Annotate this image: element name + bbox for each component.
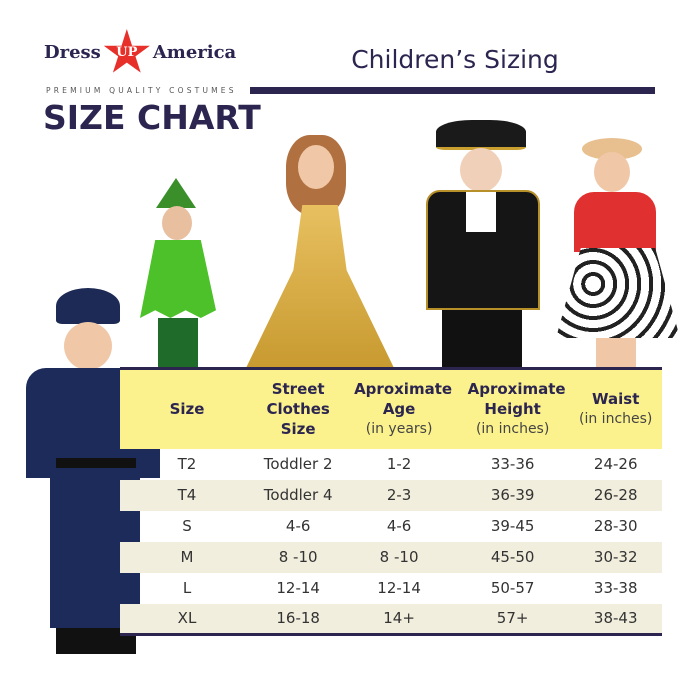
table-cell: Toddler 2	[263, 455, 333, 473]
costume-photo-princess	[236, 125, 404, 368]
table-cell: 57+	[455, 603, 570, 635]
table-cell: 50-57	[490, 579, 535, 597]
table-cell: 12-14	[377, 579, 421, 597]
size-chart-heading: SIZE CHART	[43, 98, 261, 137]
title-divider	[250, 87, 655, 94]
table-cell: 2-3	[342, 479, 456, 511]
logo-text-up: UP	[116, 45, 138, 60]
logo-text-dress: Dress	[44, 42, 101, 63]
table-cell: 33-36	[490, 455, 535, 473]
table-row: S 4-6 4-6 39-45 28-30	[120, 511, 662, 542]
table-cell: 38-43	[569, 603, 662, 635]
header-height: Aproximate Height (in inches)	[455, 368, 570, 449]
table-row: T4 Toddler 4 2-3 36-39 26-28	[120, 479, 662, 511]
table-cell: 8 -10	[254, 541, 343, 573]
size-table: Size Street Clothes Size Aproximate Age(…	[120, 367, 662, 636]
table-row: XL 16-18 14+ 57+ 38-43	[120, 603, 662, 635]
table-cell: 8 -10	[342, 541, 456, 573]
star-icon: UP	[103, 29, 150, 73]
table-cell: S	[182, 517, 192, 535]
table-cell: 4-6	[285, 517, 311, 535]
table-cell: 4-6	[386, 517, 412, 535]
header-age: Aproximate Age (in years)	[342, 368, 456, 449]
tagline: PREMIUM QUALITY COSTUMES	[46, 86, 237, 95]
table-cell: 24-26	[593, 455, 638, 473]
table-row: L 12-14 12-14 50-57 33-38	[120, 573, 662, 604]
table-cell: 26-28	[569, 479, 662, 511]
table-row: T2 Toddler 2 1-2 33-36 24-26	[120, 449, 662, 480]
table-cell: XL	[120, 603, 254, 635]
table-cell: 30-32	[569, 541, 662, 573]
table-cell: L	[182, 579, 192, 597]
table-cell: 45-50	[455, 541, 570, 573]
table-cell: 33-38	[593, 579, 638, 597]
table-cell: 14+	[342, 603, 456, 635]
costume-photo-elf	[132, 178, 224, 368]
header-size: Size	[120, 368, 254, 449]
costume-photo-colonial	[422, 120, 544, 368]
header-waist: Waist (in inches)	[569, 368, 662, 449]
table-cell: Toddler 4	[254, 479, 343, 511]
table-cell: 28-30	[593, 517, 638, 535]
table-cell: 16-18	[254, 603, 343, 635]
table-cell: 36-39	[455, 479, 570, 511]
header-street-clothes-size: Street Clothes Size	[254, 368, 343, 449]
table-cell: 1-2	[386, 455, 412, 473]
table-cell: M	[120, 541, 254, 573]
costume-photo-cowgirl	[552, 138, 688, 368]
page-title: Children’s Sizing	[351, 45, 559, 74]
table-cell: T2	[177, 455, 197, 473]
brand-logo: Dress UP America	[44, 22, 244, 84]
table-header-row: Size Street Clothes Size Aproximate Age(…	[120, 368, 662, 449]
table-cell: 39-45	[490, 517, 535, 535]
table-cell: 12-14	[276, 579, 320, 597]
table-cell: T4	[120, 479, 254, 511]
logo-text-america: America	[152, 42, 237, 63]
